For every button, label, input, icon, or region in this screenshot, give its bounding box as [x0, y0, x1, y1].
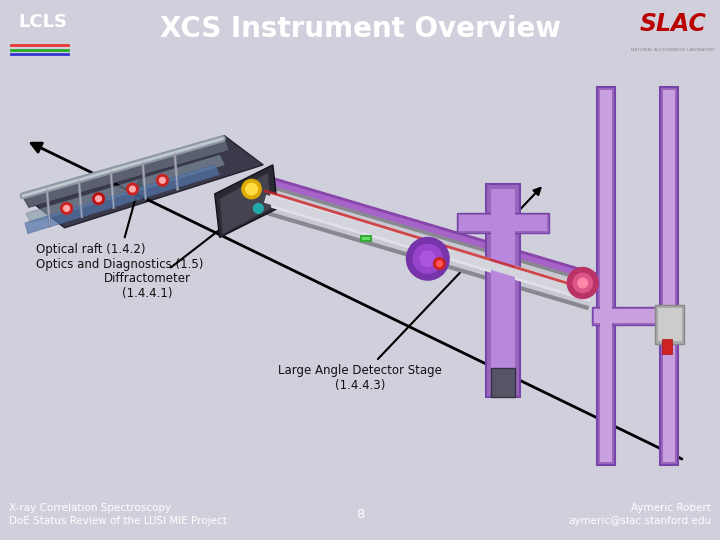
Circle shape: [578, 278, 588, 288]
Circle shape: [420, 251, 436, 267]
Circle shape: [130, 186, 135, 192]
Circle shape: [242, 179, 261, 199]
Circle shape: [573, 273, 593, 293]
Circle shape: [253, 204, 264, 213]
Text: LCLS: LCLS: [18, 13, 67, 31]
Bar: [456, 213, 549, 233]
Circle shape: [160, 178, 166, 183]
Polygon shape: [25, 165, 220, 234]
Bar: [660, 87, 678, 465]
Bar: [598, 87, 615, 465]
Circle shape: [436, 261, 442, 267]
Circle shape: [127, 183, 138, 195]
Text: NATIONAL ACCELERATOR LABORATORY: NATIONAL ACCELERATOR LABORATORY: [631, 48, 716, 52]
Bar: [658, 308, 682, 341]
Polygon shape: [21, 136, 264, 228]
Circle shape: [246, 183, 257, 195]
Circle shape: [567, 267, 598, 299]
Text: Diffractometer
(1.4.4.1): Diffractometer (1.4.4.1): [104, 207, 249, 300]
Bar: [600, 90, 612, 462]
Bar: [663, 90, 675, 462]
Bar: [655, 305, 685, 344]
Bar: [362, 237, 369, 240]
Circle shape: [413, 244, 442, 273]
Text: SLAC: SLAC: [640, 12, 706, 37]
Polygon shape: [220, 173, 271, 234]
Text: Aymeric Robert
aymeric@slac.stanford.edu: Aymeric Robert aymeric@slac.stanford.edu: [568, 503, 711, 526]
Bar: [491, 368, 515, 397]
Text: XCS Instrument Overview: XCS Instrument Overview: [160, 15, 560, 43]
Bar: [491, 189, 515, 393]
Circle shape: [60, 202, 73, 214]
Polygon shape: [26, 155, 225, 223]
Circle shape: [96, 196, 102, 201]
Circle shape: [93, 193, 104, 205]
Bar: [459, 215, 547, 231]
Circle shape: [407, 238, 449, 280]
Bar: [594, 309, 680, 323]
Polygon shape: [21, 136, 229, 207]
Circle shape: [433, 258, 445, 269]
Text: X-ray Correlation Spectroscopy
DoE Status Review of the LUSI MIE Project: X-ray Correlation Spectroscopy DoE Statu…: [9, 503, 227, 526]
Polygon shape: [215, 165, 278, 238]
Bar: [360, 234, 372, 242]
Circle shape: [157, 174, 168, 186]
Text: Optical raft (1.4.2)
Optics and Diagnostics (1.5): Optical raft (1.4.2) Optics and Diagnost…: [35, 179, 203, 271]
Bar: [593, 307, 683, 325]
Text: Large Angle Detector Stage
(1.4.4.3): Large Angle Detector Stage (1.4.4.3): [278, 188, 541, 392]
Bar: [662, 339, 672, 354]
Circle shape: [63, 206, 69, 211]
Bar: [486, 184, 520, 397]
Text: 8: 8: [356, 508, 364, 521]
